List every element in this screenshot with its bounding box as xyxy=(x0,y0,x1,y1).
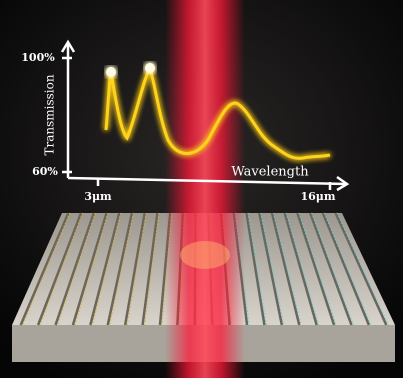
laser-beam xyxy=(165,0,245,378)
peak-dot xyxy=(145,63,155,73)
illustration: 100% 60% 3μm 16μm Transmission Wavelengt… xyxy=(0,0,403,378)
y-axis-label: Transmission xyxy=(43,74,57,155)
beam-spot xyxy=(180,241,230,269)
x-tick-label: 3μm xyxy=(84,190,112,203)
y-tick-label: 60% xyxy=(32,165,58,178)
y-tick-label: 100% xyxy=(21,51,55,64)
x-tick-label: 16μm xyxy=(301,190,336,203)
x-axis-label: Wavelength xyxy=(231,165,309,180)
peak-dot xyxy=(106,67,116,77)
